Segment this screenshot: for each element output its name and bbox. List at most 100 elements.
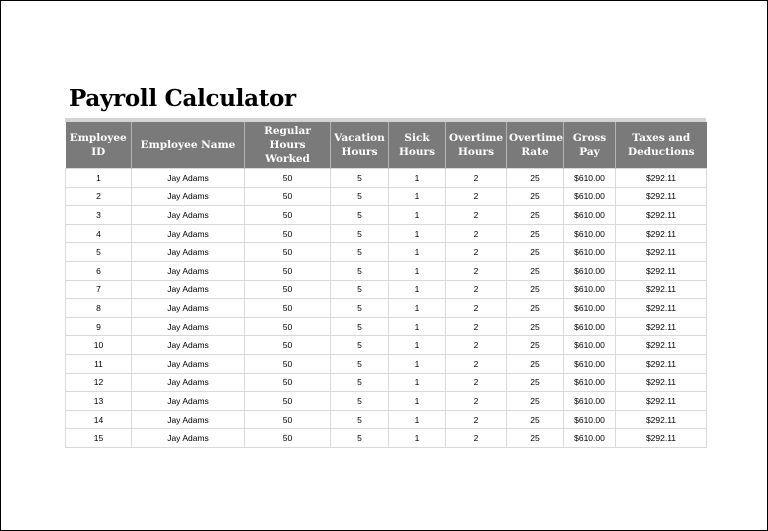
- employee-id-cell[interactable]: 7: [65, 279, 132, 300]
- taxes-deductions-cell[interactable]: $292.11: [615, 223, 707, 244]
- overtime-rate-cell[interactable]: 25: [506, 353, 564, 374]
- vacation-hours-cell[interactable]: 5: [330, 298, 389, 318]
- gross-pay-cell[interactable]: $610.00: [563, 316, 616, 337]
- overtime-hours-cell[interactable]: 2: [445, 298, 507, 318]
- employee-name-cell[interactable]: Jay Adams: [131, 353, 245, 374]
- taxes-deductions-cell[interactable]: $292.11: [615, 298, 707, 318]
- sick-hours-cell[interactable]: 1: [388, 428, 446, 448]
- employee-id-cell[interactable]: 2: [65, 186, 132, 207]
- regular-hours-cell[interactable]: 50: [244, 242, 331, 262]
- taxes-deductions-cell[interactable]: $292.11: [615, 205, 707, 225]
- gross-pay-cell[interactable]: $610.00: [563, 428, 616, 448]
- sick-hours-cell[interactable]: 1: [388, 335, 446, 355]
- regular-hours-cell[interactable]: 50: [244, 353, 331, 374]
- employee-name-cell[interactable]: Jay Adams: [131, 335, 245, 355]
- regular-hours-cell[interactable]: 50: [244, 316, 331, 337]
- sick-hours-cell[interactable]: 1: [388, 353, 446, 374]
- overtime-rate-cell[interactable]: 25: [506, 298, 564, 318]
- employee-name-cell[interactable]: Jay Adams: [131, 428, 245, 448]
- overtime-hours-cell[interactable]: 2: [445, 168, 507, 188]
- sick-hours-cell[interactable]: 1: [388, 316, 446, 337]
- taxes-deductions-cell[interactable]: $292.11: [615, 168, 707, 188]
- employee-name-cell[interactable]: Jay Adams: [131, 391, 245, 411]
- overtime-rate-cell[interactable]: 25: [506, 409, 564, 430]
- vacation-hours-cell[interactable]: 5: [330, 168, 389, 188]
- vacation-hours-cell[interactable]: 5: [330, 335, 389, 355]
- sick-hours-cell[interactable]: 1: [388, 298, 446, 318]
- regular-hours-cell[interactable]: 50: [244, 186, 331, 207]
- overtime-rate-cell[interactable]: 25: [506, 242, 564, 262]
- sick-hours-cell[interactable]: 1: [388, 409, 446, 430]
- overtime-rate-cell[interactable]: 25: [506, 168, 564, 188]
- employee-id-cell[interactable]: 9: [65, 316, 132, 337]
- employee-name-cell[interactable]: Jay Adams: [131, 168, 245, 188]
- overtime-hours-cell[interactable]: 2: [445, 316, 507, 337]
- taxes-deductions-cell[interactable]: $292.11: [615, 353, 707, 374]
- overtime-hours-cell[interactable]: 2: [445, 391, 507, 411]
- gross-pay-cell[interactable]: $610.00: [563, 391, 616, 411]
- sick-hours-cell[interactable]: 1: [388, 186, 446, 207]
- overtime-rate-cell[interactable]: 25: [506, 279, 564, 300]
- gross-pay-cell[interactable]: $610.00: [563, 186, 616, 207]
- overtime-hours-cell[interactable]: 2: [445, 335, 507, 355]
- gross-pay-cell[interactable]: $610.00: [563, 372, 616, 393]
- regular-hours-cell[interactable]: 50: [244, 168, 331, 188]
- vacation-hours-cell[interactable]: 5: [330, 428, 389, 448]
- employee-id-cell[interactable]: 4: [65, 223, 132, 244]
- taxes-deductions-cell[interactable]: $292.11: [615, 316, 707, 337]
- vacation-hours-cell[interactable]: 5: [330, 391, 389, 411]
- gross-pay-cell[interactable]: $610.00: [563, 223, 616, 244]
- overtime-hours-cell[interactable]: 2: [445, 260, 507, 281]
- employee-name-cell[interactable]: Jay Adams: [131, 205, 245, 225]
- overtime-rate-cell[interactable]: 25: [506, 205, 564, 225]
- overtime-hours-cell[interactable]: 2: [445, 409, 507, 430]
- employee-name-cell[interactable]: Jay Adams: [131, 298, 245, 318]
- regular-hours-cell[interactable]: 50: [244, 223, 331, 244]
- employee-id-cell[interactable]: 6: [65, 260, 132, 281]
- sick-hours-cell[interactable]: 1: [388, 168, 446, 188]
- overtime-hours-cell[interactable]: 2: [445, 186, 507, 207]
- overtime-rate-cell[interactable]: 25: [506, 316, 564, 337]
- employee-id-cell[interactable]: 8: [65, 298, 132, 318]
- sick-hours-cell[interactable]: 1: [388, 279, 446, 300]
- overtime-hours-cell[interactable]: 2: [445, 205, 507, 225]
- employee-name-cell[interactable]: Jay Adams: [131, 316, 245, 337]
- vacation-hours-cell[interactable]: 5: [330, 316, 389, 337]
- gross-pay-cell[interactable]: $610.00: [563, 298, 616, 318]
- taxes-deductions-cell[interactable]: $292.11: [615, 391, 707, 411]
- gross-pay-cell[interactable]: $610.00: [563, 205, 616, 225]
- gross-pay-cell[interactable]: $610.00: [563, 335, 616, 355]
- employee-name-cell[interactable]: Jay Adams: [131, 279, 245, 300]
- taxes-deductions-cell[interactable]: $292.11: [615, 335, 707, 355]
- employee-name-cell[interactable]: Jay Adams: [131, 186, 245, 207]
- regular-hours-cell[interactable]: 50: [244, 298, 331, 318]
- taxes-deductions-cell[interactable]: $292.11: [615, 186, 707, 207]
- taxes-deductions-cell[interactable]: $292.11: [615, 242, 707, 262]
- regular-hours-cell[interactable]: 50: [244, 391, 331, 411]
- vacation-hours-cell[interactable]: 5: [330, 242, 389, 262]
- employee-name-cell[interactable]: Jay Adams: [131, 242, 245, 262]
- employee-id-cell[interactable]: 10: [65, 335, 132, 355]
- employee-id-cell[interactable]: 14: [65, 409, 132, 430]
- employee-id-cell[interactable]: 15: [65, 428, 132, 448]
- gross-pay-cell[interactable]: $610.00: [563, 260, 616, 281]
- employee-id-cell[interactable]: 1: [65, 168, 132, 188]
- regular-hours-cell[interactable]: 50: [244, 260, 331, 281]
- regular-hours-cell[interactable]: 50: [244, 205, 331, 225]
- sick-hours-cell[interactable]: 1: [388, 205, 446, 225]
- taxes-deductions-cell[interactable]: $292.11: [615, 409, 707, 430]
- overtime-hours-cell[interactable]: 2: [445, 428, 507, 448]
- gross-pay-cell[interactable]: $610.00: [563, 279, 616, 300]
- vacation-hours-cell[interactable]: 5: [330, 353, 389, 374]
- gross-pay-cell[interactable]: $610.00: [563, 353, 616, 374]
- sick-hours-cell[interactable]: 1: [388, 260, 446, 281]
- regular-hours-cell[interactable]: 50: [244, 335, 331, 355]
- vacation-hours-cell[interactable]: 5: [330, 279, 389, 300]
- vacation-hours-cell[interactable]: 5: [330, 223, 389, 244]
- vacation-hours-cell[interactable]: 5: [330, 260, 389, 281]
- employee-id-cell[interactable]: 3: [65, 205, 132, 225]
- vacation-hours-cell[interactable]: 5: [330, 205, 389, 225]
- employee-id-cell[interactable]: 11: [65, 353, 132, 374]
- employee-name-cell[interactable]: Jay Adams: [131, 409, 245, 430]
- employee-id-cell[interactable]: 5: [65, 242, 132, 262]
